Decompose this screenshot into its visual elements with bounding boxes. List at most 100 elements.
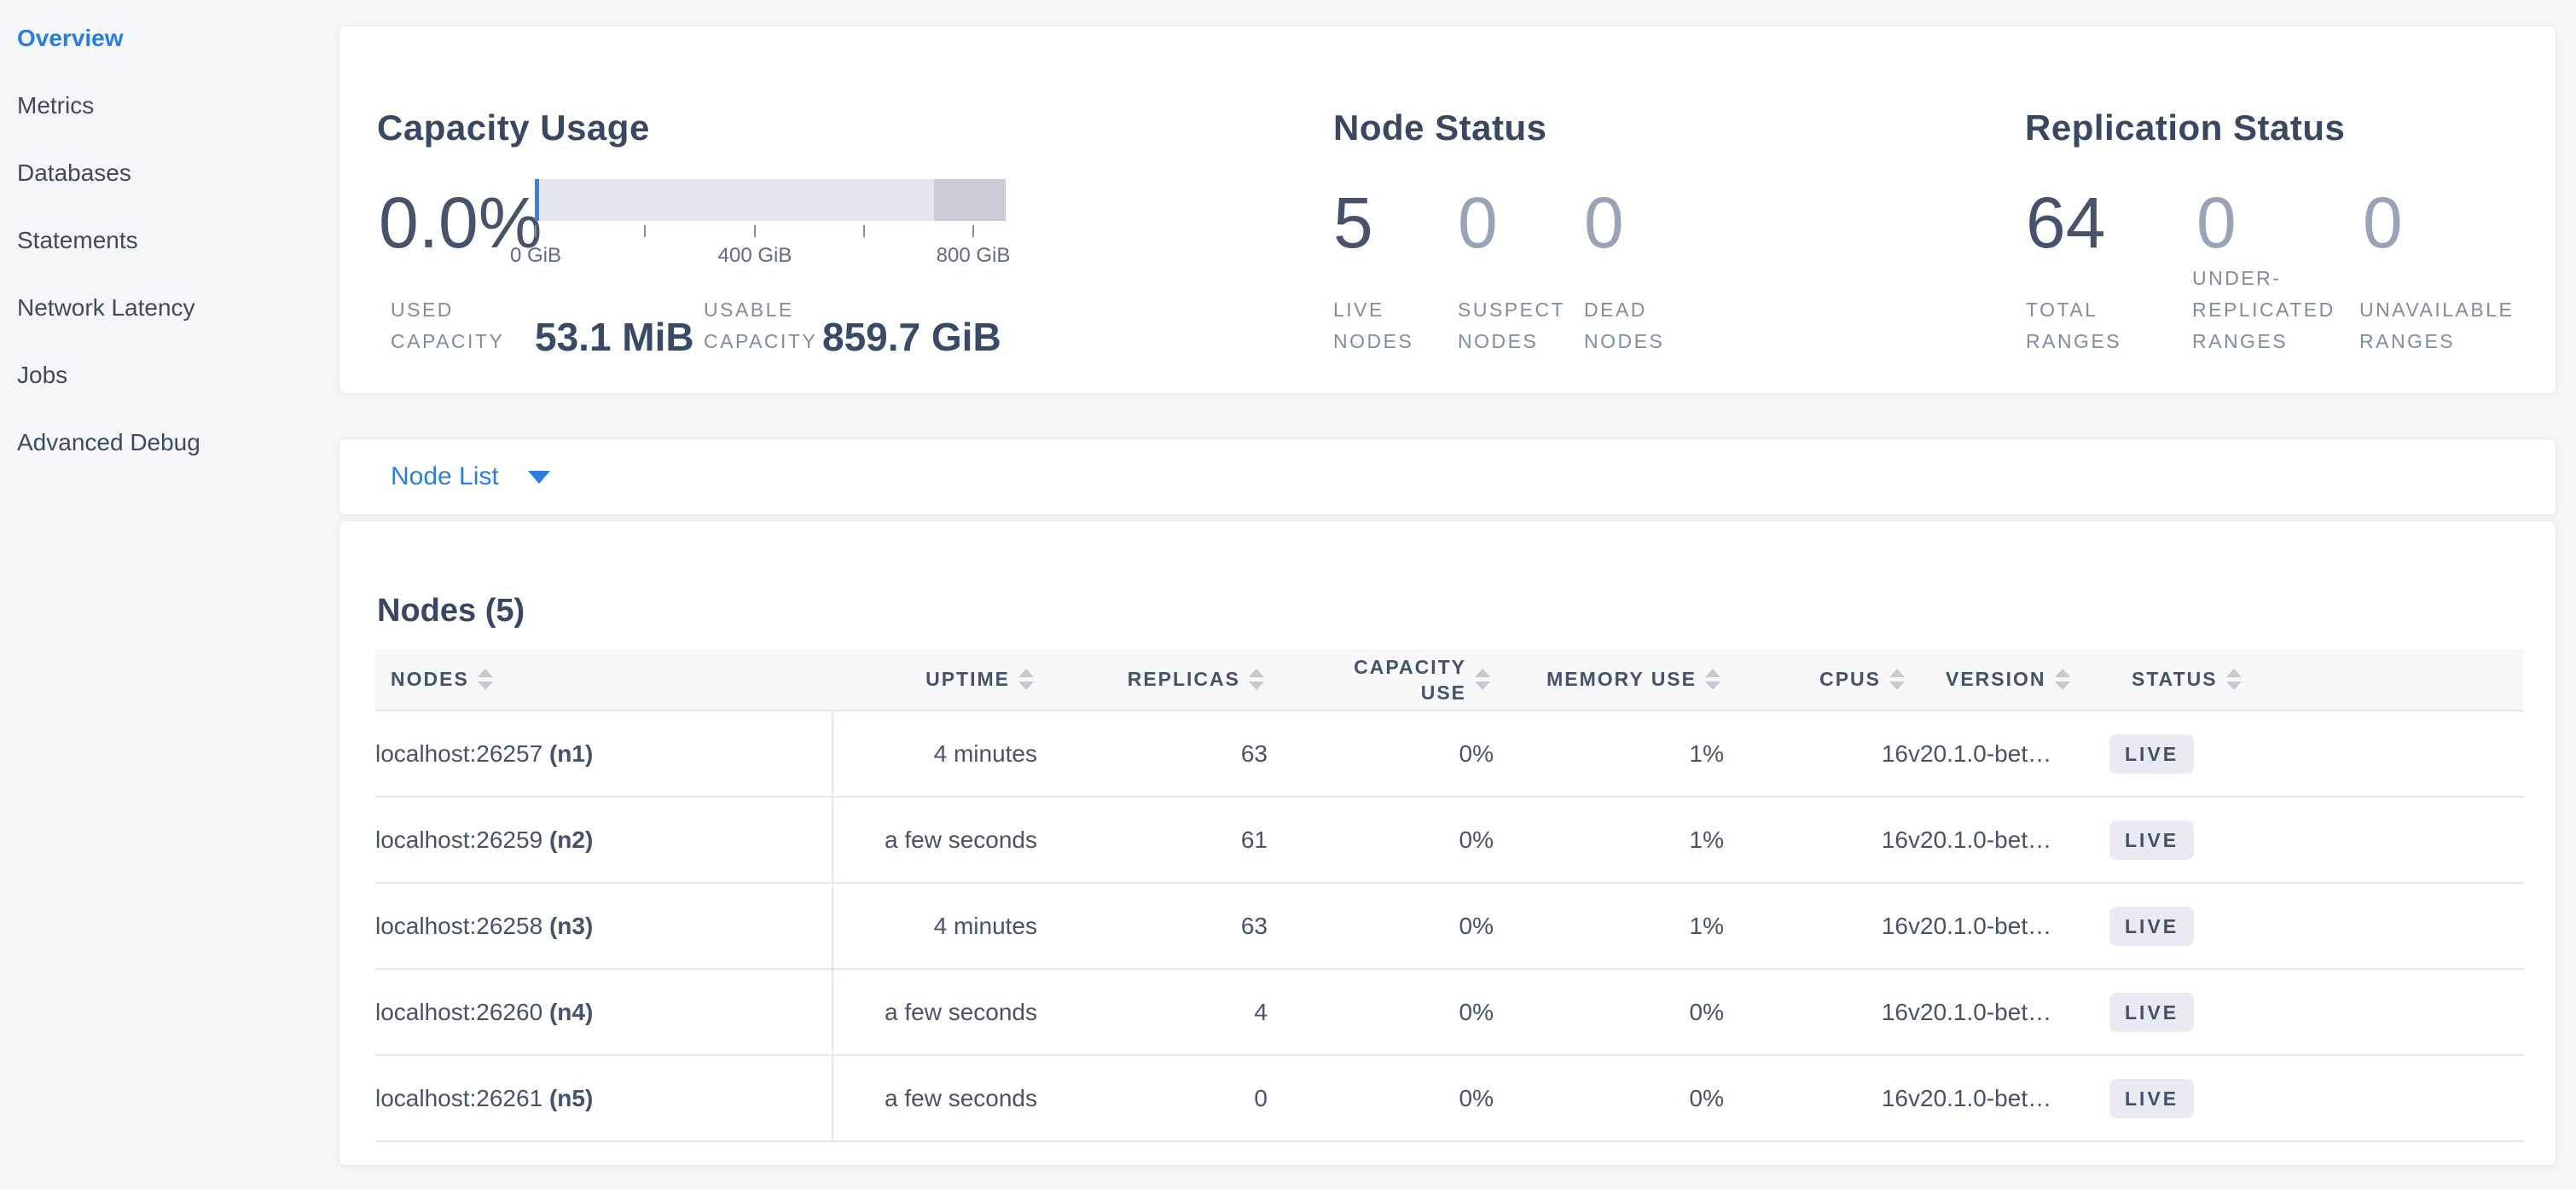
chevron-down-icon (527, 470, 550, 484)
node-address-cell: localhost:26261 (n5) (375, 1055, 833, 1142)
used-capacity-label: USED CAPACITY (391, 299, 505, 352)
unavailable-ranges-count: 0 (2363, 183, 2403, 263)
sidebar-item-network-latency[interactable]: Network Latency (17, 294, 195, 321)
sidebar-item-metrics[interactable]: Metrics (17, 92, 95, 119)
memory-use-cell: 1% (1494, 710, 1724, 798)
dead-nodes-label: DEAD NODES (1584, 299, 1665, 352)
cpus-cell: 16 (1724, 1055, 1908, 1142)
status-cell: LIVE (2109, 969, 2524, 1056)
uptime-cell: 4 minutes (833, 710, 1037, 798)
node-address-cell: localhost:26260 (n4) (375, 969, 833, 1056)
column-header-uptime[interactable]: UPTIME (833, 649, 1037, 711)
view-selector-card: Node List (339, 438, 2556, 515)
table-row[interactable]: localhost:26257 (n1) 4 minutes 63 0% 1% … (375, 710, 2524, 798)
sort-icon (1475, 669, 1490, 690)
replication-status-title: Replication Status (2025, 107, 2346, 148)
nodes-section-title: Nodes (5) (377, 592, 525, 629)
sort-icon (1889, 669, 1905, 690)
column-header-status[interactable]: STATUS (2109, 649, 2524, 711)
axis-tick-600 (863, 225, 865, 237)
capacity-bar-reserved-segment (934, 179, 1006, 221)
capacity-usage-title: Capacity Usage (377, 107, 650, 148)
node-status-title: Node Status (1333, 107, 1547, 148)
status-cell: LIVE (2109, 797, 2524, 884)
total-ranges-label: TOTAL RANGES (2026, 299, 2122, 352)
usable-capacity-value: 859.7 GiB (822, 315, 1001, 359)
uptime-cell: a few seconds (833, 969, 1037, 1056)
capacity-use-cell: 0% (1268, 710, 1494, 798)
memory-use-cell: 0% (1494, 969, 1724, 1056)
memory-use-cell: 1% (1494, 797, 1724, 884)
version-cell: v20.1.0-bet… (1908, 797, 2109, 884)
capacity-bar-used-segment (535, 179, 539, 221)
axis-tick-800 (972, 225, 974, 237)
uptime-cell: a few seconds (833, 1055, 1037, 1142)
table-row[interactable]: localhost:26258 (n3) 4 minutes 63 0% 1% … (375, 883, 2524, 970)
nodes-table-card: Nodes (5) NODES UPTIME REPLICAS CAPACITY… (339, 520, 2556, 1166)
column-header-capacity-use[interactable]: CAPACITY USE (1268, 649, 1494, 711)
table-row[interactable]: localhost:26260 (n4) a few seconds 4 0% … (375, 969, 2524, 1056)
node-address-cell: localhost:26258 (n3) (375, 883, 833, 970)
cpus-cell: 16 (1724, 969, 1908, 1056)
capacity-use-cell: 0% (1268, 1055, 1494, 1142)
version-cell: v20.1.0-bet… (1908, 969, 2109, 1056)
axis-label-800gib: 800 GiB (936, 244, 1011, 267)
cpus-cell: 16 (1724, 710, 1908, 798)
sort-icon (1705, 669, 1720, 690)
under-replicated-ranges-label: UNDER-REPLICATED RANGES (2192, 267, 2335, 352)
status-badge: LIVE (2109, 734, 2195, 774)
table-header-row: NODES UPTIME REPLICAS CAPACITY USE MEMOR… (375, 649, 2524, 711)
total-ranges-count: 64 (2026, 183, 2106, 263)
node-list-dropdown[interactable]: Node List (391, 439, 550, 514)
column-header-replicas[interactable]: REPLICAS (1037, 649, 1268, 711)
node-address-cell: localhost:26257 (n1) (375, 710, 833, 798)
sidebar-item-databases[interactable]: Databases (17, 160, 131, 186)
column-header-cpus[interactable]: CPUS (1724, 649, 1908, 711)
dead-nodes-count: 0 (1584, 183, 1624, 263)
live-nodes-count: 5 (1333, 183, 1373, 263)
replicas-cell: 0 (1037, 1055, 1268, 1142)
under-replicated-ranges-count: 0 (2196, 183, 2237, 263)
capacity-use-cell: 0% (1268, 883, 1494, 970)
uptime-cell: 4 minutes (833, 883, 1037, 970)
sidebar-item-overview[interactable]: Overview (17, 25, 124, 51)
axis-label-0gib: 0 GiB (509, 244, 562, 267)
sort-icon (2225, 669, 2242, 690)
unavailable-ranges-label: UNAVAILABLE RANGES (2359, 299, 2515, 352)
sort-icon (1249, 669, 1264, 690)
used-capacity-value: 53.1 MiB (535, 315, 694, 359)
table-row[interactable]: localhost:26259 (n2) a few seconds 61 0%… (375, 797, 2524, 884)
status-cell: LIVE (2109, 710, 2524, 798)
column-header-version[interactable]: VERSION (1908, 649, 2109, 711)
sidebar: Overview Metrics Databases Statements Ne… (0, 0, 338, 1189)
status-badge: LIVE (2109, 820, 2195, 860)
cpus-cell: 16 (1724, 883, 1908, 970)
nodes-table: NODES UPTIME REPLICAS CAPACITY USE MEMOR… (375, 649, 2524, 1142)
column-header-nodes[interactable]: NODES (375, 649, 833, 711)
replicas-cell: 63 (1037, 883, 1268, 970)
version-cell: v20.1.0-bet… (1908, 710, 2109, 798)
node-address-cell: localhost:26259 (n2) (375, 797, 833, 884)
capacity-use-cell: 0% (1268, 969, 1494, 1056)
suspect-nodes-label: SUSPECT NODES (1458, 299, 1565, 352)
column-header-memory-use[interactable]: MEMORY USE (1494, 649, 1724, 711)
sidebar-item-statements[interactable]: Statements (17, 227, 138, 253)
capacity-usage-bar (535, 179, 1006, 221)
memory-use-cell: 1% (1494, 883, 1724, 970)
table-row[interactable]: localhost:26261 (n5) a few seconds 0 0% … (375, 1055, 2524, 1142)
memory-use-cell: 0% (1494, 1055, 1724, 1142)
uptime-cell: a few seconds (833, 797, 1037, 884)
sort-icon (477, 669, 493, 690)
sidebar-item-jobs[interactable]: Jobs (17, 362, 68, 388)
axis-label-400gib: 400 GiB (717, 244, 792, 267)
axis-tick-200 (644, 225, 646, 237)
cluster-summary-card: Capacity Usage 0.0% 0 GiB 400 GiB 800 Gi… (339, 26, 2556, 394)
status-badge: LIVE (2109, 992, 2195, 1032)
capacity-used-percent: 0.0% (379, 183, 542, 263)
status-badge: LIVE (2109, 1078, 2195, 1118)
axis-tick-0 (535, 225, 537, 237)
version-cell: v20.1.0-bet… (1908, 1055, 2109, 1142)
cpus-cell: 16 (1724, 797, 1908, 884)
sidebar-item-advanced-debug[interactable]: Advanced Debug (17, 429, 200, 455)
status-badge: LIVE (2109, 906, 2195, 946)
